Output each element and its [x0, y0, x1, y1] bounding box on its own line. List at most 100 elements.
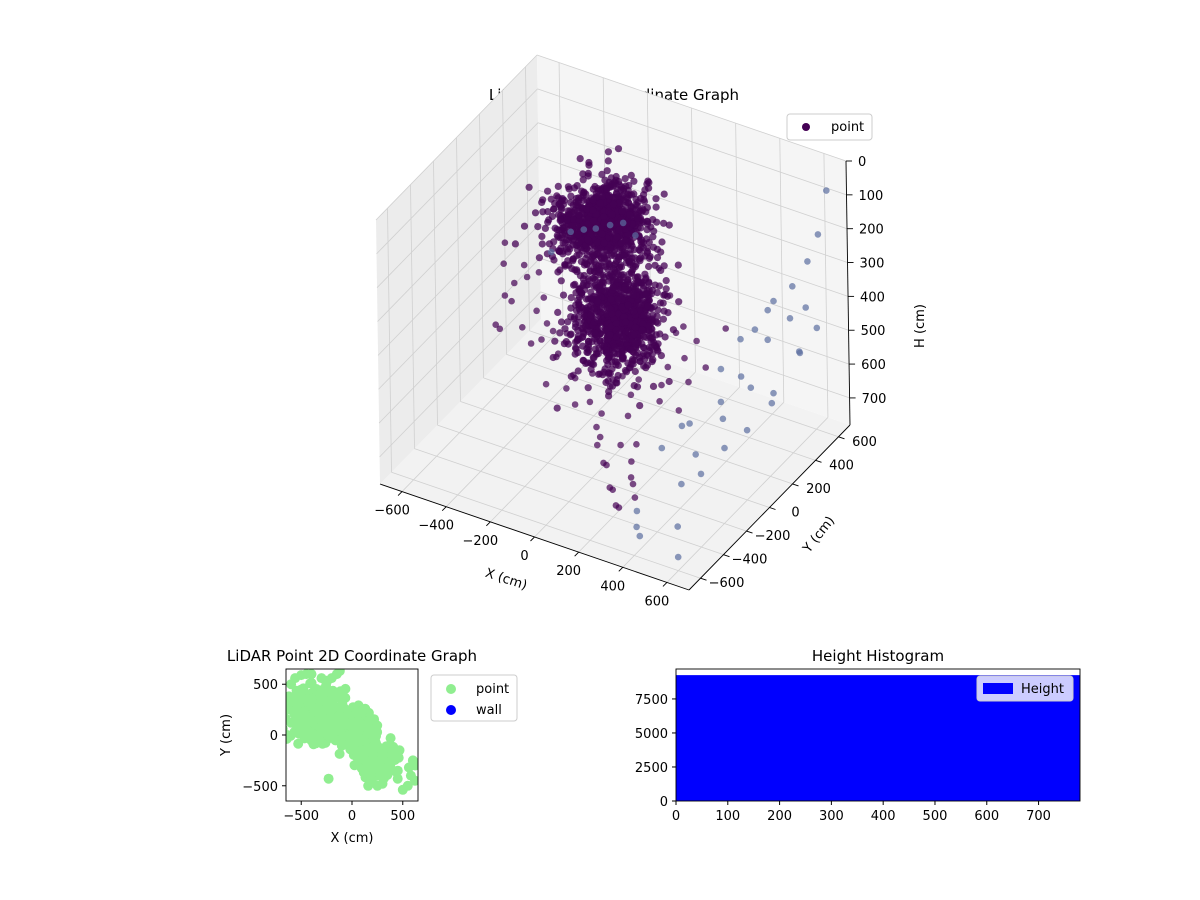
point-3d: [561, 261, 569, 268]
chart-2d-ylabel: Y (cm): [219, 714, 234, 757]
point-3d: [587, 257, 595, 265]
point-3d: [584, 295, 593, 303]
point-3d: [650, 227, 658, 235]
point-3d: [556, 234, 563, 242]
grid-z-left: [376, 88, 538, 255]
grid-z-left: [377, 156, 539, 322]
point-3d: [764, 336, 771, 344]
grid-z-left: [377, 190, 540, 356]
point-3d: [618, 344, 625, 352]
point-3d: [574, 231, 582, 239]
point-3d: [657, 352, 666, 360]
grid-x-back: [823, 153, 829, 418]
point-3d: [584, 236, 592, 244]
point-3d: [571, 344, 580, 352]
point-3d: [580, 261, 589, 269]
point-3d: [553, 404, 561, 412]
point-3d: [619, 219, 627, 227]
chart-2d-xlabel: X (cm): [331, 831, 374, 846]
point-3d: [624, 230, 632, 239]
point-3d: [563, 385, 570, 392]
x-tick-label-2d: 500: [390, 809, 415, 824]
point-3d: [628, 242, 636, 250]
point-3d: [501, 292, 509, 299]
grid-x-back: [691, 107, 696, 373]
point-3d: [607, 295, 615, 303]
point-2d: [291, 685, 302, 696]
point-3d: [697, 470, 705, 478]
point-3d: [551, 199, 559, 207]
y-tick-label: 400: [829, 458, 854, 473]
y-tick: [700, 577, 707, 581]
point-3d: [629, 360, 637, 368]
point-3d: [615, 199, 623, 207]
point-3d: [583, 196, 591, 205]
point-3d: [665, 377, 673, 386]
point-3d: [590, 354, 598, 362]
point-3d: [582, 254, 590, 263]
point-3d: [636, 224, 645, 232]
point-3d: [652, 203, 660, 211]
point-3d: [604, 377, 612, 385]
point-3d: [556, 329, 564, 337]
chart-3d-axes: −600−400−2000200400600−600−400−200020040…: [374, 155, 886, 609]
point-3d: [653, 312, 661, 320]
point-3d: [614, 296, 623, 304]
point-3d: [649, 336, 656, 343]
histogram-ticks: 0 100 200 300 400 500 600 700 0 2500 5000 7500: [635, 693, 1051, 824]
point-3d: [555, 247, 564, 256]
point-3d: [567, 192, 575, 200]
grid-y-left: [525, 66, 530, 331]
point-3d: [570, 313, 579, 321]
grid-z-back: [537, 88, 847, 196]
point-3d: [520, 261, 528, 269]
point-2d: [365, 728, 376, 739]
point-3d: [619, 372, 626, 380]
point-3d: [579, 170, 587, 178]
legend-label-point: point: [831, 120, 864, 135]
point-3d: [743, 426, 751, 434]
point-2d: [364, 747, 374, 758]
point-3d: [674, 553, 682, 561]
point-3d: [569, 255, 578, 263]
point-3d: [591, 329, 599, 337]
point-2d: [306, 669, 317, 680]
point-3d: [545, 216, 553, 224]
point-3d: [544, 187, 552, 195]
point-3d: [584, 172, 592, 180]
point-3d: [721, 444, 728, 452]
grid-y-left: [456, 137, 461, 402]
point-3d: [590, 360, 598, 369]
point-3d: [768, 399, 776, 407]
point-3d: [653, 218, 661, 226]
x-tick-label: 600: [645, 594, 670, 609]
point-3d: [620, 286, 629, 294]
grid-y-floor: [391, 471, 701, 579]
y-tick-label-2d: 500: [253, 678, 278, 693]
point-3d: [631, 494, 639, 501]
point-3d: [633, 441, 640, 448]
point-3d: [604, 157, 612, 165]
grid-y-floor: [460, 401, 770, 508]
point-3d: [569, 216, 578, 224]
point-3d: [642, 364, 650, 372]
grid-y-left: [433, 161, 438, 426]
point-3d: [547, 248, 555, 256]
point-3d: [597, 271, 605, 279]
point-3d: [636, 532, 644, 540]
grid-y-floor: [414, 448, 724, 556]
point-3d: [660, 219, 668, 227]
point-3d: [575, 301, 583, 309]
point-3d: [594, 441, 601, 449]
point-3d: [632, 232, 639, 239]
point-3d: [624, 412, 632, 420]
point-3d: [606, 305, 614, 313]
point-3d: [618, 355, 627, 363]
point-3d: [606, 260, 614, 268]
point-3d: [583, 359, 592, 367]
point-3d: [531, 209, 540, 217]
point-3d: [557, 203, 565, 211]
y-tick: [838, 436, 845, 440]
y-tick: [723, 554, 730, 558]
point-3d: [632, 205, 640, 213]
